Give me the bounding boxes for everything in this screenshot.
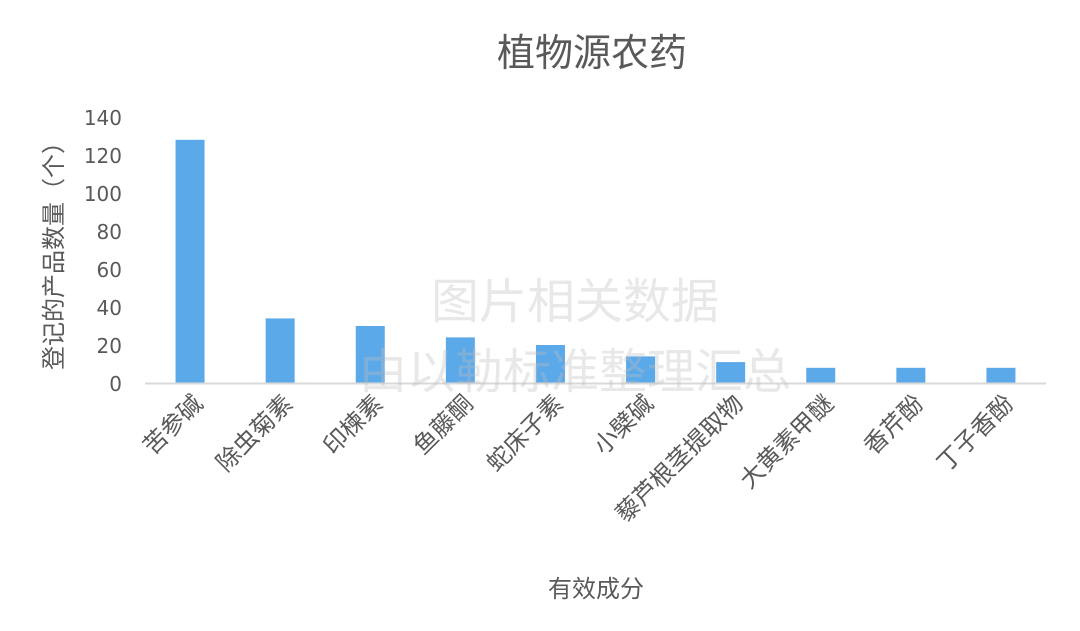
y-tick-label: 80 [97, 220, 122, 244]
bar [535, 345, 565, 383]
x-tick-label: 丁子香酚 [932, 389, 1020, 477]
x-tick-label: 鱼藤酮 [408, 389, 479, 460]
y-tick-label: 0 [109, 372, 122, 396]
x-tick-label: 大黄素甲醚 [734, 389, 839, 494]
bar [265, 318, 295, 383]
bars [175, 139, 1016, 383]
x-tick-label: 香芹酚 [858, 389, 929, 460]
x-tick-label: 小檗碱 [588, 389, 659, 460]
bar [175, 139, 205, 383]
watermark-line-2: 由以勒标准整理汇总 [359, 344, 791, 400]
y-tick-label: 100 [84, 182, 122, 206]
x-axis-title: 有效成分 [548, 575, 644, 603]
x-tick-label: 印楝素 [318, 389, 389, 460]
y-tick-label: 120 [84, 144, 122, 168]
y-axis-title: 登记的产品数量（个） [40, 130, 68, 370]
y-tick-label: 40 [97, 296, 122, 320]
chart-title: 植物源农药 [497, 31, 687, 75]
bar [445, 337, 475, 383]
watermark-line-1: 图片相关数据 [431, 274, 719, 330]
x-tick-label: 除虫菊素 [211, 389, 299, 477]
bar [896, 367, 926, 383]
bar [986, 367, 1016, 383]
bar [806, 367, 836, 383]
x-tick-label: 蛇床子素 [481, 389, 569, 477]
bar [355, 326, 385, 383]
bar [716, 362, 746, 383]
y-tick-label: 20 [97, 334, 122, 358]
y-tick-label: 60 [97, 258, 122, 282]
y-tick-label: 140 [84, 106, 122, 130]
x-tick-label: 苦参碱 [138, 389, 209, 460]
y-axis-ticks: 0 20 40 60 80 100 120 140 [84, 106, 122, 396]
bar [626, 356, 656, 383]
